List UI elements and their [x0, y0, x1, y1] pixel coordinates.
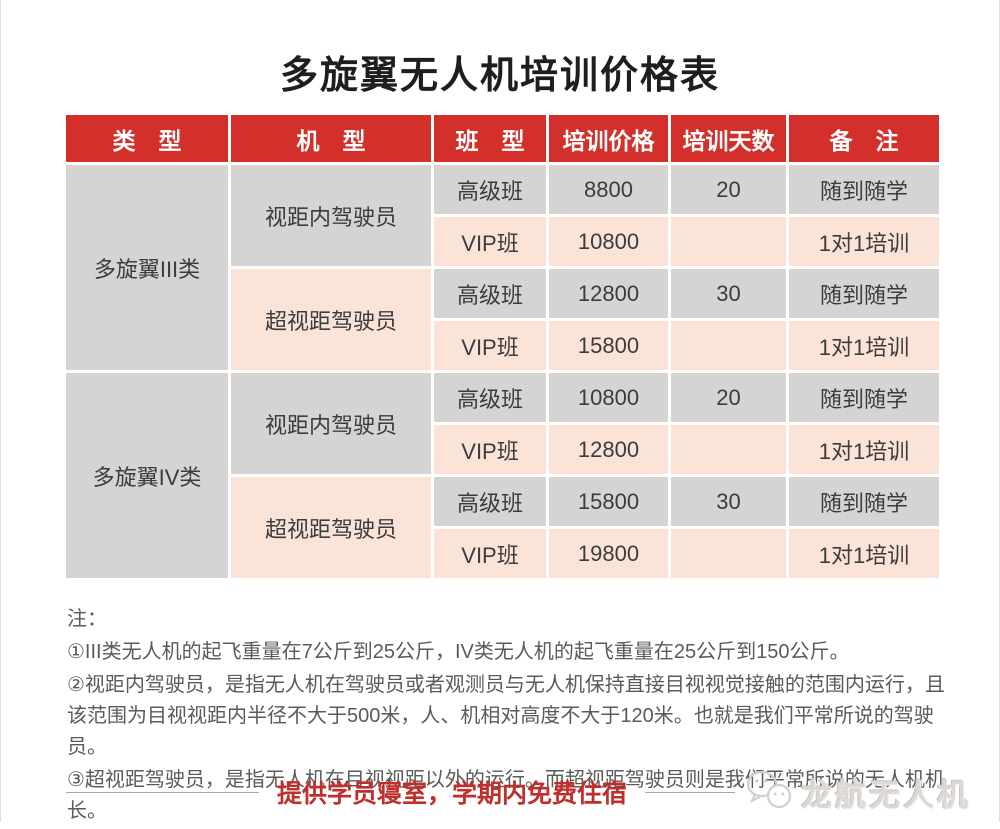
col-header-category: 类 型: [63, 112, 231, 165]
table-row: VIP班 10800 1对1培训: [65, 214, 942, 269]
days-cell: [668, 214, 789, 269]
days-cell: [668, 318, 789, 373]
page-title: 多旋翼无人机培训价格表: [279, 55, 720, 97]
brand-watermark: 龙航无人机: [745, 769, 971, 816]
table-row: 多旋翼III类 视距内驾驶员 高级班 8800 20 随到随学: [63, 162, 942, 373]
class-type-cell: 高级班: [431, 370, 549, 425]
table-row: VIP班 12800 1对1培训: [65, 422, 942, 477]
machine-type-cell: 视距内驾驶员: [228, 162, 434, 269]
price-cell: 15800: [546, 474, 671, 529]
note-cell: 1对1培训: [786, 214, 942, 269]
machine-type-cell: 超视距驾驶员: [228, 266, 434, 373]
watermark-text: 龙航无人机: [801, 777, 971, 813]
note-cell: 随到随学: [786, 266, 942, 321]
class-type-cell: VIP班: [431, 318, 549, 373]
price-cell: 12800: [546, 266, 671, 321]
days-cell: [668, 526, 789, 581]
days-cell: [668, 422, 789, 477]
note-cell: 随到随学: [786, 370, 942, 425]
price-cell: 8800: [546, 162, 671, 217]
notes-section: 注： ①III类无人机的起飞重量在7公斤到25公斤，IV类无人机的起飞重量在25…: [67, 604, 945, 829]
footer: 提供学员寝室，学期内免费住宿 龙航无人机: [1, 770, 1000, 814]
note-item-2: ②视距内驾驶员，是指无人机在驾驶员或者观测员与无人机保持直接目视视觉接触的范围内…: [67, 674, 945, 758]
days-cell: 30: [668, 474, 789, 529]
col-header-machine: 机 型: [228, 112, 434, 165]
note-cell: 1对1培训: [786, 422, 942, 477]
table-row: 超视距驾驶员 高级班 12800 30 随到随学: [65, 266, 942, 373]
header-row: 类 型 机 型 班 型 培训价格 培训天数 备 注: [63, 112, 942, 165]
dorm-slogan: 提供学员寝室，学期内免费住宿: [276, 780, 627, 808]
note-cell: 随到随学: [786, 162, 942, 217]
notes-label: 注：: [67, 608, 107, 630]
machine-type-cell: 视距内驾驶员: [228, 370, 434, 477]
class-type-cell: VIP班: [431, 214, 549, 269]
price-cell: 10800: [546, 370, 671, 425]
class-type-cell: VIP班: [431, 422, 549, 477]
days-cell: 20: [668, 162, 789, 217]
price-table: 类 型 机 型 班 型 培训价格 培训天数 备 注 多旋翼III类 视距内驾驶员…: [63, 112, 942, 581]
price-cell: 19800: [546, 526, 671, 581]
note-item-1: ①III类无人机的起飞重量在7公斤到25公斤，IV类无人机的起飞重量在25公斤到…: [67, 641, 850, 663]
note-item-3: ③超视距驾驶员，是指无人机在目视视距以外的运行。而超视距驾驶员则是我们平常所说的…: [67, 769, 945, 822]
days-cell: 20: [668, 370, 789, 425]
note-cell: 1对1培训: [786, 526, 942, 581]
col-header-class: 班 型: [431, 112, 549, 165]
price-cell: 15800: [546, 318, 671, 373]
note-cell: 1对1培训: [786, 318, 942, 373]
price-cell: 10800: [546, 214, 671, 269]
table-row: VIP班 15800 1对1培训: [65, 318, 942, 373]
table-row: 超视距驾驶员 高级班 15800 30 随到随学: [65, 474, 942, 581]
days-cell: 30: [668, 266, 789, 321]
col-header-note: 备 注: [786, 112, 942, 165]
col-header-days: 培训天数: [668, 112, 789, 165]
category-cell: 多旋翼IV类: [63, 370, 231, 581]
note-cell: 随到随学: [786, 474, 942, 529]
price-cell: 12800: [546, 422, 671, 477]
table-row: VIP班 19800 1对1培训: [65, 526, 942, 581]
table-row: 多旋翼IV类 视距内驾驶员 高级班 10800 20 随到随学: [63, 370, 942, 581]
class-type-cell: 高级班: [431, 266, 549, 321]
category-cell: 多旋翼III类: [63, 162, 231, 373]
class-type-cell: 高级班: [431, 474, 549, 529]
wechat-icon: [745, 769, 795, 816]
col-header-price: 培训价格: [546, 112, 671, 165]
class-type-cell: 高级班: [431, 162, 549, 217]
machine-type-cell: 超视距驾驶员: [228, 474, 434, 581]
class-type-cell: VIP班: [431, 526, 549, 581]
divider-line-left: [66, 791, 259, 793]
divider-line-right: [644, 791, 735, 793]
